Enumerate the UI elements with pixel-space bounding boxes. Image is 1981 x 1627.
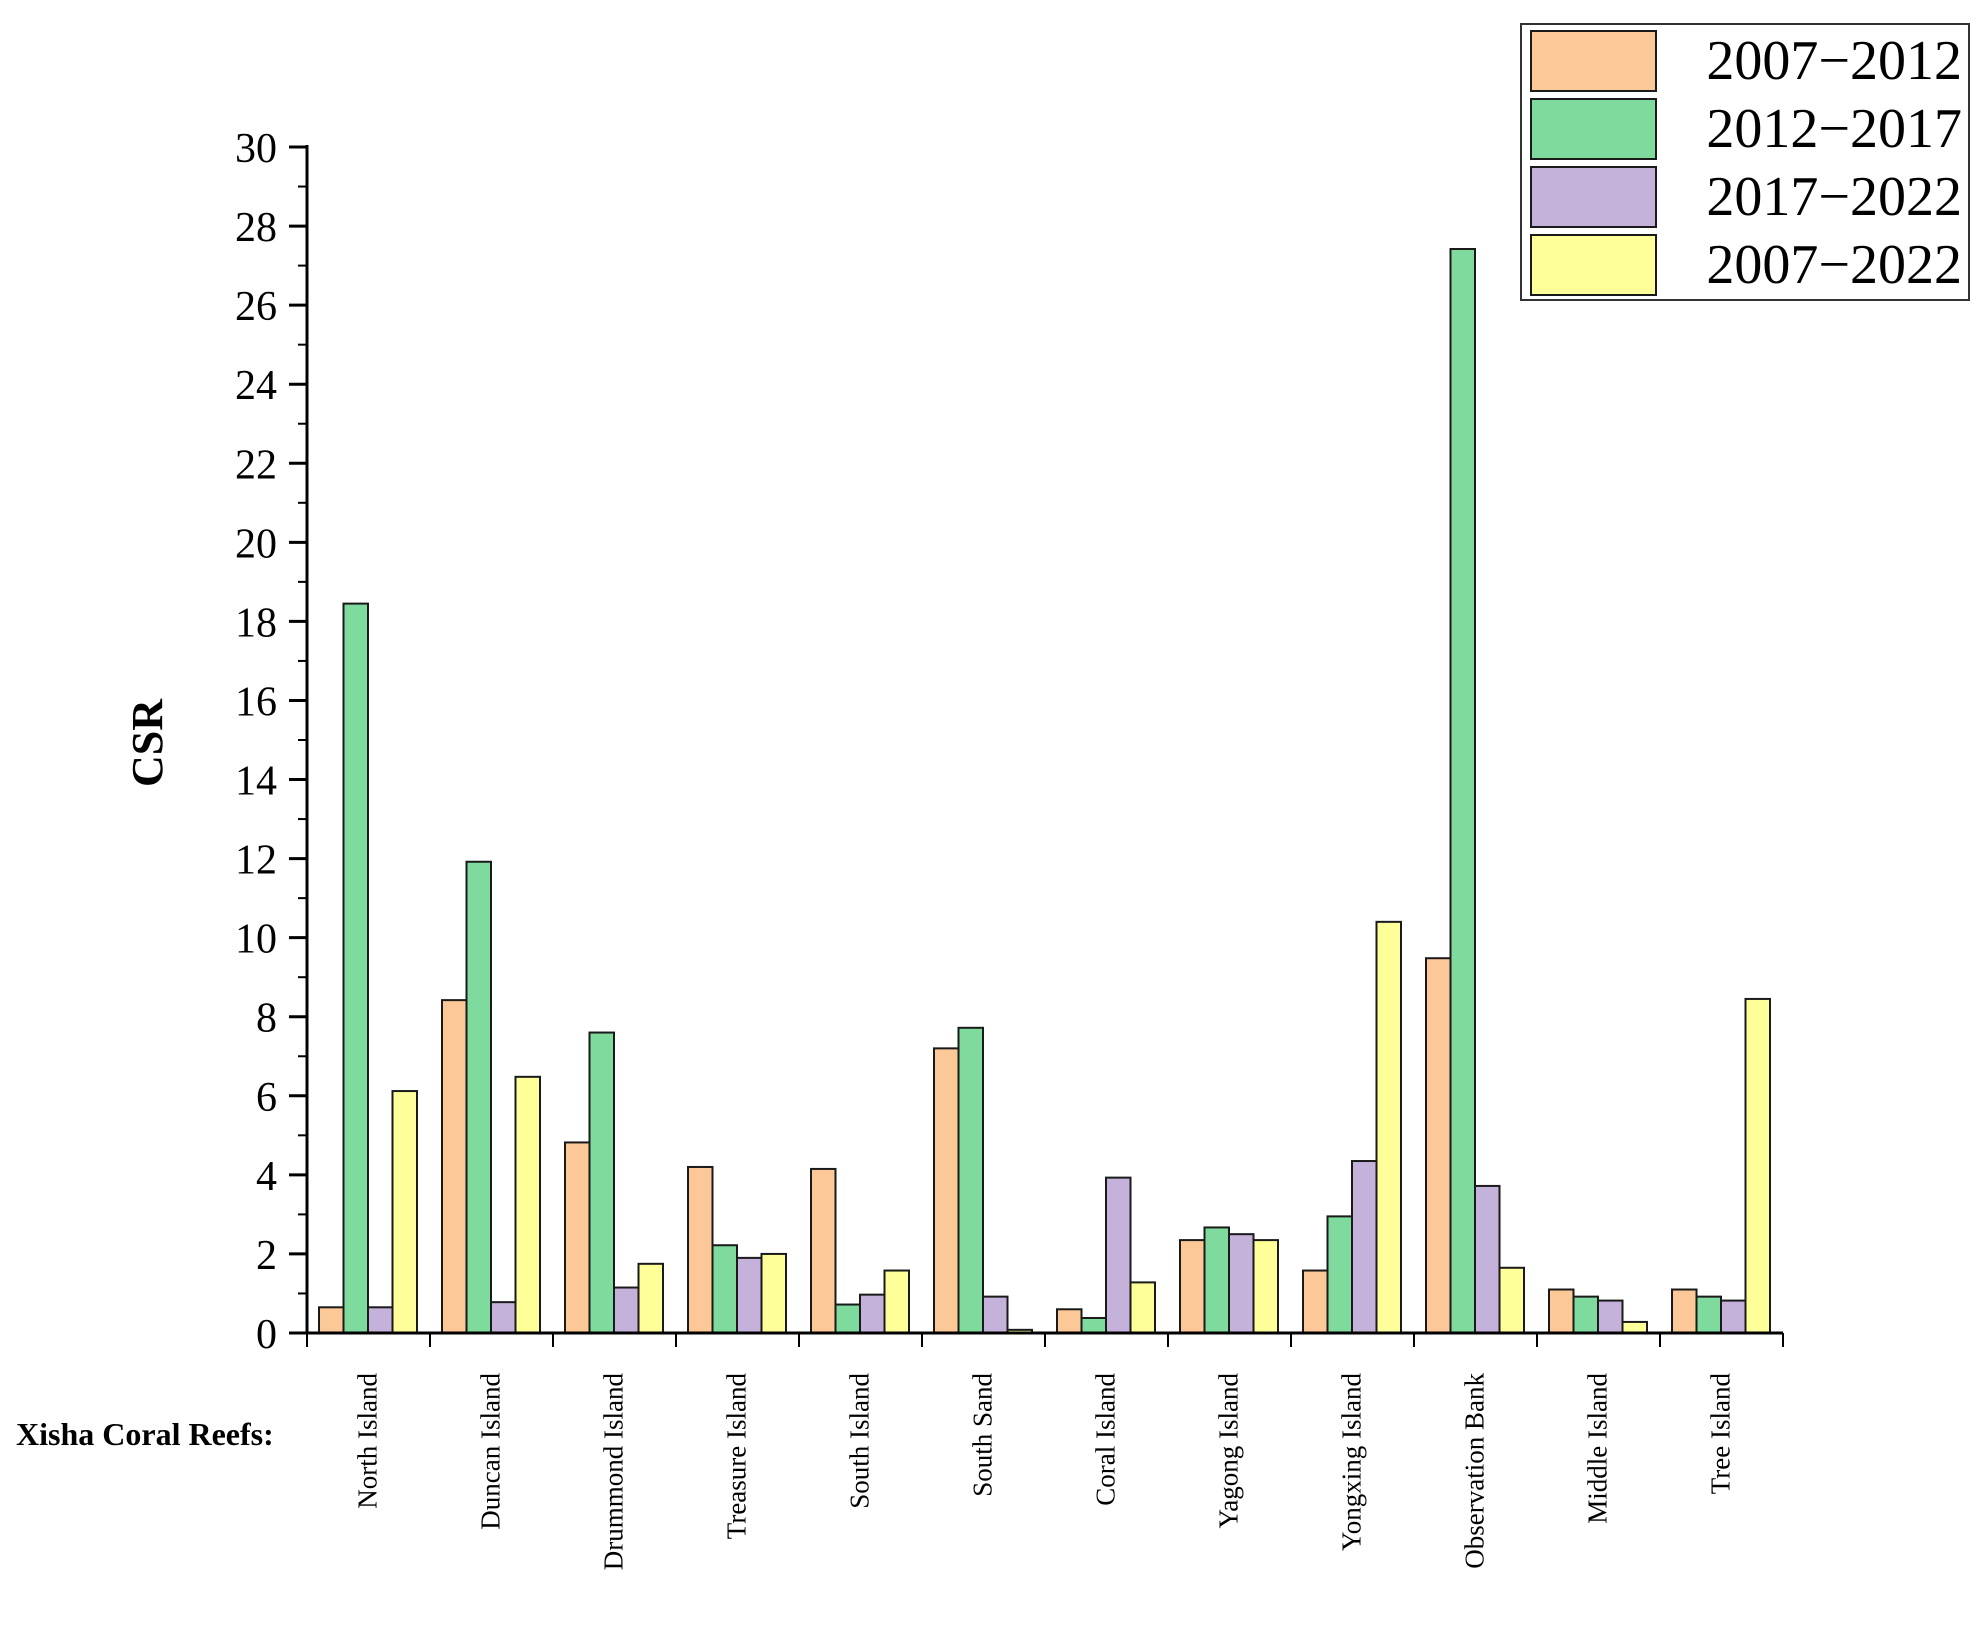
bar-yongxing-island-3 (1375, 920, 1402, 1334)
x-axis-title: Xisha Coral Reefs: (16, 1416, 274, 1452)
bar-coral-island-2 (1105, 1176, 1132, 1335)
bar-yagong-island-2 (1228, 1233, 1255, 1334)
bar-south-sand-1 (957, 1026, 984, 1334)
bar-south-sand-2 (982, 1295, 1009, 1334)
bar-treasure-island-2 (736, 1256, 763, 1335)
y-tick-label: 26 (235, 284, 277, 330)
y-tick-label: 2 (256, 1233, 277, 1279)
bar-drummond-island-0 (564, 1141, 591, 1334)
legend-swatch (1530, 98, 1657, 160)
x-tick-label: South Island (845, 1373, 875, 1509)
legend-label: 2007−2022 (1706, 234, 1962, 296)
legend-swatch (1530, 30, 1657, 92)
bar-coral-island-1 (1080, 1316, 1107, 1334)
bar-tree-island-2 (1720, 1299, 1747, 1334)
bar-observation-bank-1 (1449, 247, 1476, 1335)
bar-drummond-island-3 (637, 1262, 664, 1334)
x-tick-label: Middle Island (1583, 1373, 1613, 1524)
bar-north-island-1 (342, 602, 369, 1334)
bar-yongxing-island-1 (1326, 1215, 1353, 1335)
bar-duncan-island-1 (465, 860, 492, 1335)
y-tick-label: 20 (235, 521, 277, 567)
bars (318, 247, 1771, 1335)
legend-swatch (1530, 166, 1657, 228)
bar-treasure-island-1 (711, 1244, 738, 1334)
bar-duncan-island-0 (441, 999, 468, 1334)
bar-drummond-island-1 (588, 1031, 615, 1334)
bar-middle-island-3 (1621, 1320, 1648, 1334)
bar-middle-island-2 (1597, 1299, 1624, 1334)
x-tick-label: Duncan Island (476, 1373, 506, 1530)
legend-label: 2012−2017 (1706, 98, 1962, 160)
y-tick-label: 16 (235, 679, 277, 725)
x-tick-label: Coral Island (1091, 1373, 1121, 1506)
x-tick-label: North Island (353, 1373, 383, 1509)
bar-yagong-island-3 (1252, 1239, 1279, 1335)
x-tick-label: Yagong Island (1214, 1373, 1244, 1529)
legend-swatch (1530, 234, 1657, 296)
x-tick-label: Yongxing Island (1337, 1373, 1367, 1552)
x-tick-label: Treasure Island (722, 1373, 752, 1540)
y-tick-label: 0 (256, 1312, 277, 1358)
bar-middle-island-1 (1572, 1295, 1599, 1334)
bar-coral-island-3 (1129, 1281, 1156, 1335)
bar-tree-island-0 (1671, 1288, 1698, 1334)
y-tick-label: 10 (235, 917, 277, 963)
bar-yongxing-island-2 (1351, 1160, 1378, 1335)
x-tick-label: Drummond Island (599, 1373, 629, 1571)
bar-observation-bank-0 (1425, 957, 1452, 1334)
bar-observation-bank-2 (1474, 1184, 1501, 1335)
bar-south-island-0 (810, 1167, 837, 1334)
y-tick-label: 28 (235, 205, 277, 251)
bar-tree-island-1 (1695, 1295, 1722, 1334)
bar-north-island-3 (391, 1090, 418, 1335)
y-tick-label: 22 (235, 442, 277, 488)
bar-middle-island-0 (1548, 1288, 1575, 1334)
bar-yagong-island-1 (1203, 1226, 1230, 1335)
bar-south-island-3 (883, 1269, 910, 1335)
y-tick-label: 6 (256, 1075, 277, 1121)
bar-north-island-0 (318, 1306, 345, 1335)
x-tick-label: Tree Island (1706, 1373, 1736, 1495)
x-ticks: North Island Duncan Island Drummond Island… (306, 1333, 1784, 1571)
y-tick-label: 4 (256, 1154, 277, 1200)
bar-treasure-island-3 (760, 1252, 787, 1335)
bar-duncan-island-2 (490, 1301, 517, 1334)
y-axis-label: CSR (123, 698, 172, 787)
bar-yagong-island-0 (1179, 1239, 1206, 1335)
bar-treasure-island-0 (687, 1165, 714, 1334)
bar-tree-island-3 (1744, 997, 1771, 1335)
y-tick-label: 8 (256, 996, 277, 1042)
bar-duncan-island-3 (514, 1075, 541, 1334)
bar-north-island-2 (367, 1306, 394, 1335)
y-tick-label: 18 (235, 600, 277, 646)
bar-observation-bank-3 (1498, 1266, 1525, 1335)
x-tick-label: Observation Bank (1460, 1373, 1490, 1569)
bar-south-island-1 (834, 1303, 861, 1335)
legend-label: 2017−2022 (1706, 166, 1962, 228)
bar-yongxing-island-0 (1302, 1269, 1329, 1335)
legend-label: 2007−2012 (1706, 30, 1962, 92)
bar-coral-island-0 (1056, 1308, 1083, 1335)
bar-south-island-2 (859, 1293, 886, 1335)
y-tick-label: 14 (235, 759, 277, 805)
y-tick-label: 12 (235, 838, 277, 884)
y-tick-label: 30 (235, 126, 277, 172)
bar-drummond-island-2 (613, 1286, 640, 1334)
x-tick-label: South Sand (968, 1373, 998, 1497)
y-tick-label: 24 (235, 363, 277, 409)
bar-south-sand-0 (933, 1047, 960, 1334)
